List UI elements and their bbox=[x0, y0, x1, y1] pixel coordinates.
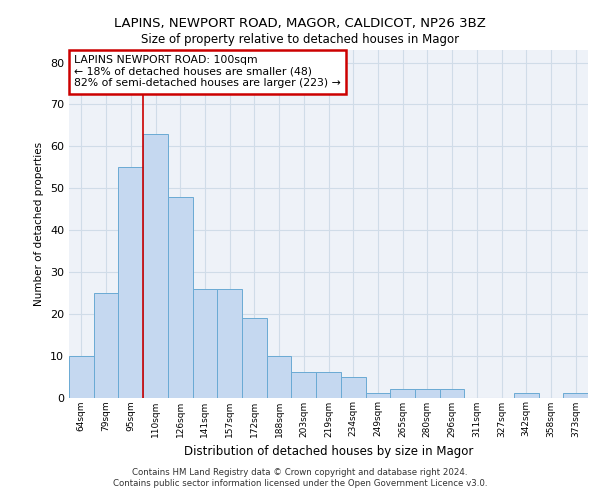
Text: Size of property relative to detached houses in Magor: Size of property relative to detached ho… bbox=[141, 32, 459, 46]
Bar bbox=[193, 288, 217, 398]
Bar bbox=[440, 389, 464, 398]
Bar bbox=[415, 389, 440, 398]
Bar bbox=[514, 394, 539, 398]
Bar bbox=[69, 356, 94, 398]
Bar bbox=[267, 356, 292, 398]
Text: LAPINS NEWPORT ROAD: 100sqm
← 18% of detached houses are smaller (48)
82% of sem: LAPINS NEWPORT ROAD: 100sqm ← 18% of det… bbox=[74, 55, 341, 88]
Y-axis label: Number of detached properties: Number of detached properties bbox=[34, 142, 44, 306]
Bar bbox=[390, 389, 415, 398]
Bar bbox=[292, 372, 316, 398]
Bar bbox=[365, 394, 390, 398]
Bar bbox=[563, 394, 588, 398]
Bar bbox=[316, 372, 341, 398]
Text: LAPINS, NEWPORT ROAD, MAGOR, CALDICOT, NP26 3BZ: LAPINS, NEWPORT ROAD, MAGOR, CALDICOT, N… bbox=[114, 18, 486, 30]
Bar bbox=[118, 167, 143, 398]
Bar bbox=[217, 288, 242, 398]
Bar bbox=[94, 293, 118, 398]
Bar bbox=[143, 134, 168, 398]
Bar bbox=[168, 196, 193, 398]
Text: Contains HM Land Registry data © Crown copyright and database right 2024.
Contai: Contains HM Land Registry data © Crown c… bbox=[113, 468, 487, 487]
X-axis label: Distribution of detached houses by size in Magor: Distribution of detached houses by size … bbox=[184, 445, 473, 458]
Bar bbox=[341, 376, 365, 398]
Bar bbox=[242, 318, 267, 398]
